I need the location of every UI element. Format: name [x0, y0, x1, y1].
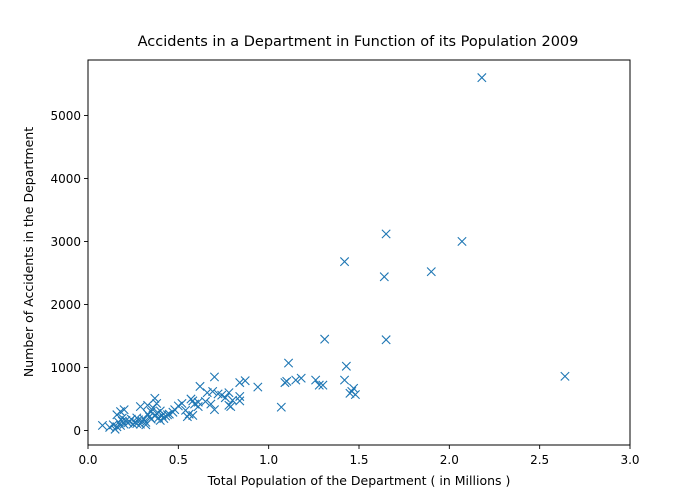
data-point — [457, 236, 467, 247]
data-point — [209, 405, 220, 415]
data-point — [177, 398, 187, 409]
data-point — [224, 388, 234, 398]
data-point — [235, 396, 245, 406]
data-point — [150, 393, 160, 403]
data-point — [141, 417, 151, 427]
data-point — [193, 401, 203, 412]
data-point — [283, 358, 294, 368]
data-point — [350, 390, 360, 400]
data-point — [339, 375, 350, 385]
data-point — [282, 376, 292, 386]
data-point — [381, 335, 391, 345]
x-tick-label: 0.0 — [78, 453, 97, 467]
data-point — [135, 401, 145, 412]
data-point — [202, 388, 212, 398]
data-point — [240, 376, 250, 386]
y-tick-label: 2000 — [50, 298, 81, 312]
data-point — [348, 383, 359, 393]
x-axis-ticks: 0.0 0.5 1.0 1.5 2.0 2.5 3.0 — [78, 445, 640, 467]
y-tick-label: 4000 — [50, 172, 81, 186]
data-point — [341, 361, 351, 371]
data-point — [148, 403, 158, 413]
data-point — [162, 410, 173, 420]
data-point — [235, 378, 245, 388]
y-tick-label: 1000 — [50, 361, 81, 375]
data-point — [320, 334, 330, 344]
data-point — [339, 257, 350, 267]
data-point — [379, 272, 389, 282]
data-point — [311, 375, 321, 385]
x-tick-label: 2.0 — [440, 453, 459, 467]
y-tick-label: 3000 — [50, 235, 81, 249]
data-point — [119, 405, 129, 415]
data-point — [208, 386, 218, 397]
data-point — [220, 393, 230, 403]
x-tick-label: 0.5 — [169, 453, 188, 467]
y-tick-label: 5000 — [50, 109, 81, 123]
data-point — [314, 380, 324, 390]
data-point — [195, 381, 205, 391]
data-point — [276, 402, 286, 412]
data-point — [206, 399, 216, 409]
data-point — [381, 229, 391, 239]
y-tick-label: 0 — [73, 424, 81, 438]
x-tick-label: 3.0 — [620, 453, 639, 467]
data-point — [97, 420, 108, 431]
plot-frame — [87, 59, 631, 446]
data-point — [200, 396, 211, 407]
x-axis-label: Total Population of the Department ( in … — [207, 473, 511, 488]
data-point — [193, 397, 203, 407]
y-axis-label: Number of Accidents in the Department — [21, 127, 36, 377]
data-point — [318, 380, 328, 390]
data-point — [426, 267, 436, 277]
data-point — [477, 73, 487, 83]
data-point — [291, 375, 301, 385]
data-point — [188, 410, 198, 420]
data-point — [152, 398, 162, 409]
data-points — [97, 73, 570, 434]
data-point — [253, 382, 263, 392]
data-point — [560, 371, 570, 381]
y-axis-ticks: 0 1000 2000 3000 4000 5000 — [50, 109, 88, 438]
data-point — [227, 395, 238, 405]
data-point — [226, 401, 236, 412]
data-point — [143, 400, 153, 410]
chart-title: Accidents in a Department in Function of… — [138, 34, 579, 50]
data-point — [296, 373, 306, 383]
x-tick-label: 1.5 — [349, 453, 368, 467]
data-point — [209, 372, 220, 382]
data-point — [235, 391, 245, 402]
x-tick-label: 2.5 — [530, 453, 549, 467]
x-tick-label: 1.0 — [259, 453, 278, 467]
